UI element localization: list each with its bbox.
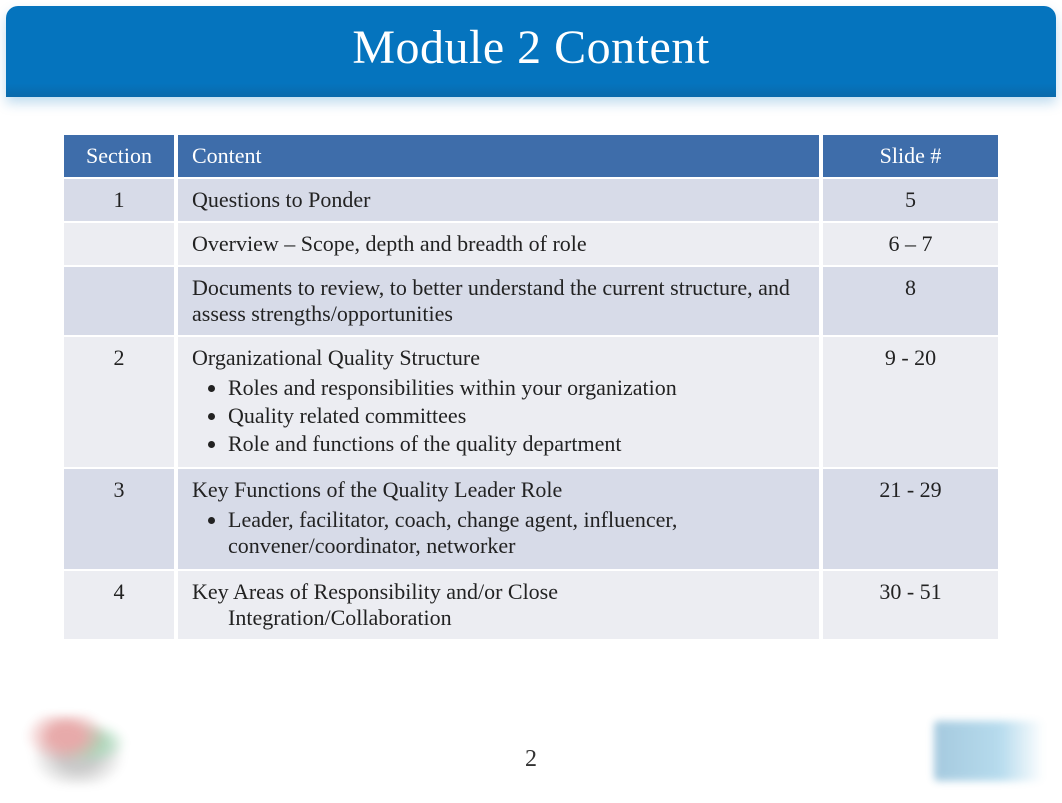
slide: Module 2 Content Section Content Slide #… [0, 6, 1062, 803]
cell-content: Key Areas of Responsibility and/or Close… [178, 571, 819, 639]
cell-content: Questions to Ponder [178, 179, 819, 221]
row-bullet-item: Role and functions of the quality depart… [228, 431, 805, 457]
logo-right [934, 721, 1044, 781]
row-bullet-item: Leader, facilitator, coach, change agent… [228, 507, 805, 559]
col-header-section: Section [64, 135, 174, 177]
table-row: Overview – Scope, depth and breadth of r… [64, 223, 998, 265]
table-body: 1 Questions to Ponder 5 Overview – Scope, d… [64, 179, 998, 639]
cell-section: 3 [64, 469, 174, 569]
row-content-text: Organizational Quality Structure [192, 345, 480, 370]
slide-title: Module 2 Content [6, 20, 1056, 75]
cell-content: Organizational Quality Structure Roles an… [178, 337, 819, 467]
cell-content: Key Functions of the Quality Leader Role… [178, 469, 819, 569]
cell-slide: 6 – 7 [823, 223, 998, 265]
cell-content: Overview – Scope, depth and breadth of r… [178, 223, 819, 265]
row-content-text: Questions to Ponder [192, 187, 370, 212]
page-number: 2 [0, 746, 1062, 773]
table-row: 2 Organizational Quality Structure Roles a… [64, 337, 998, 467]
table-row: Documents to review, to better understan… [64, 267, 998, 335]
col-header-content: Content [178, 135, 819, 177]
row-bullet-list: Leader, facilitator, coach, change agent… [228, 507, 805, 559]
table-container: Section Content Slide # 1 Questions to Po… [60, 133, 1002, 641]
table-row: 4Key Areas of Responsibility and/or Clos… [64, 571, 998, 639]
logo-left [18, 715, 138, 785]
cell-slide: 5 [823, 179, 998, 221]
title-bar: Module 2 Content [6, 6, 1056, 97]
row-content-text: Documents to review, to better understan… [192, 275, 790, 326]
cell-slide: 21 - 29 [823, 469, 998, 569]
row-content-text: Key Functions of the Quality Leader Role [192, 477, 562, 502]
cell-section: 2 [64, 337, 174, 467]
table-row: 3Key Functions of the Quality Leader Rol… [64, 469, 998, 569]
content-table: Section Content Slide # 1 Questions to Po… [60, 133, 1002, 641]
col-header-slide: Slide # [823, 135, 998, 177]
row-content-text: Overview – Scope, depth and breadth of r… [192, 231, 587, 256]
row-bullet-item: Quality related committees [228, 403, 805, 429]
cell-section: 4 [64, 571, 174, 639]
row-bullet-list: Roles and responsibilities within your o… [228, 375, 805, 457]
row-content-continuation: Integration/Collaboration [192, 605, 805, 631]
cell-section [64, 223, 174, 265]
cell-slide: 9 - 20 [823, 337, 998, 467]
cell-content: Documents to review, to better understan… [178, 267, 819, 335]
row-bullet-item: Roles and responsibilities within your o… [228, 375, 805, 401]
row-content-text: Key Areas of Responsibility and/or Close [192, 579, 558, 604]
cell-section [64, 267, 174, 335]
cell-section: 1 [64, 179, 174, 221]
table-header-row: Section Content Slide # [64, 135, 998, 177]
cell-slide: 8 [823, 267, 998, 335]
cell-slide: 30 - 51 [823, 571, 998, 639]
table-row: 1 Questions to Ponder 5 [64, 179, 998, 221]
